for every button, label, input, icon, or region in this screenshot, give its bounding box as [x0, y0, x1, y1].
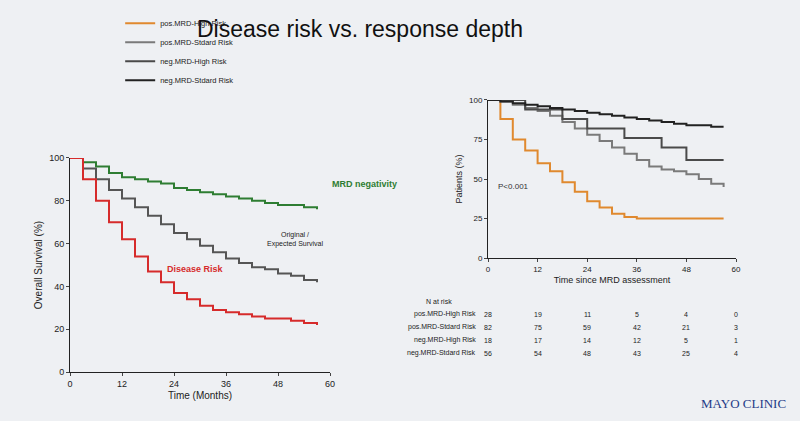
svg-text:14: 14 [583, 337, 591, 344]
svg-text:pos.MRD-High Risk: pos.MRD-High Risk [160, 19, 226, 28]
svg-text:40: 40 [54, 282, 64, 292]
svg-text:36: 36 [632, 265, 641, 274]
svg-text:100: 100 [469, 96, 483, 105]
svg-text:pos.MRD-High Risk: pos.MRD-High Risk [414, 310, 476, 318]
svg-text:36: 36 [221, 379, 231, 389]
svg-text:75: 75 [473, 135, 482, 144]
svg-text:MRD negativity: MRD negativity [332, 179, 397, 189]
svg-text:25: 25 [682, 350, 690, 357]
svg-text:12: 12 [117, 379, 127, 389]
svg-text:56: 56 [484, 350, 492, 357]
svg-text:48: 48 [682, 265, 691, 274]
svg-text:43: 43 [633, 350, 641, 357]
svg-text:N at risk: N at risk [426, 298, 452, 305]
svg-text:24: 24 [169, 379, 179, 389]
svg-text:21: 21 [682, 324, 690, 331]
svg-text:60: 60 [732, 265, 741, 274]
svg-text:60: 60 [325, 379, 335, 389]
svg-text:20: 20 [54, 324, 64, 334]
svg-text:24: 24 [583, 265, 592, 274]
svg-text:50: 50 [473, 175, 482, 184]
svg-text:12: 12 [633, 337, 641, 344]
svg-text:neg.MRD-High Risk: neg.MRD-High Risk [160, 57, 227, 66]
svg-text:54: 54 [534, 350, 542, 357]
svg-text:MAYO CLINIC: MAYO CLINIC [701, 396, 786, 411]
svg-text:4: 4 [734, 350, 738, 357]
svg-text:48: 48 [273, 379, 283, 389]
svg-text:pos.MRD-Stdard Risk: pos.MRD-Stdard Risk [408, 323, 476, 331]
svg-text:Time (Months): Time (Months) [168, 390, 232, 401]
svg-text:100: 100 [49, 153, 64, 163]
svg-text:0: 0 [59, 367, 64, 377]
svg-text:48: 48 [583, 350, 591, 357]
svg-text:25: 25 [473, 214, 482, 223]
svg-text:59: 59 [583, 324, 591, 331]
svg-text:Disease Risk: Disease Risk [167, 264, 224, 274]
svg-text:12: 12 [533, 265, 542, 274]
svg-text:neg.MRD-Stdard Risk: neg.MRD-Stdard Risk [407, 349, 476, 357]
svg-text:11: 11 [584, 311, 591, 318]
svg-text:17: 17 [534, 337, 542, 344]
svg-text:0: 0 [67, 379, 72, 389]
svg-text:60: 60 [54, 239, 64, 249]
svg-text:Time since MRD assessment: Time since MRD assessment [554, 275, 671, 285]
svg-text:75: 75 [534, 324, 542, 331]
svg-text:18: 18 [484, 337, 492, 344]
svg-text:5: 5 [684, 337, 688, 344]
svg-text:P<0.001: P<0.001 [498, 182, 529, 191]
svg-text:5: 5 [635, 311, 639, 318]
svg-text:19: 19 [534, 311, 542, 318]
svg-text:Original /Expected Survival: Original /Expected Survival [267, 231, 323, 248]
svg-text:neg.MRD-High Risk: neg.MRD-High Risk [414, 336, 476, 344]
svg-text:Overall Survival (%): Overall Survival (%) [33, 221, 44, 309]
svg-text:4: 4 [684, 311, 688, 318]
svg-text:80: 80 [54, 196, 64, 206]
svg-text:neg.MRD-Stdard Risk: neg.MRD-Stdard Risk [160, 76, 233, 85]
svg-text:pos.MRD-Stdard Risk: pos.MRD-Stdard Risk [160, 38, 233, 47]
svg-text:3: 3 [734, 324, 738, 331]
svg-text:0: 0 [734, 311, 738, 318]
svg-text:1: 1 [734, 337, 738, 344]
svg-text:28: 28 [484, 311, 492, 318]
svg-text:0: 0 [486, 265, 491, 274]
svg-text:0: 0 [478, 254, 483, 263]
svg-text:82: 82 [484, 324, 492, 331]
svg-text:42: 42 [633, 324, 641, 331]
svg-text:Disease risk vs. response dept: Disease risk vs. response depth [197, 16, 523, 42]
svg-text:Patients (%): Patients (%) [454, 155, 464, 204]
